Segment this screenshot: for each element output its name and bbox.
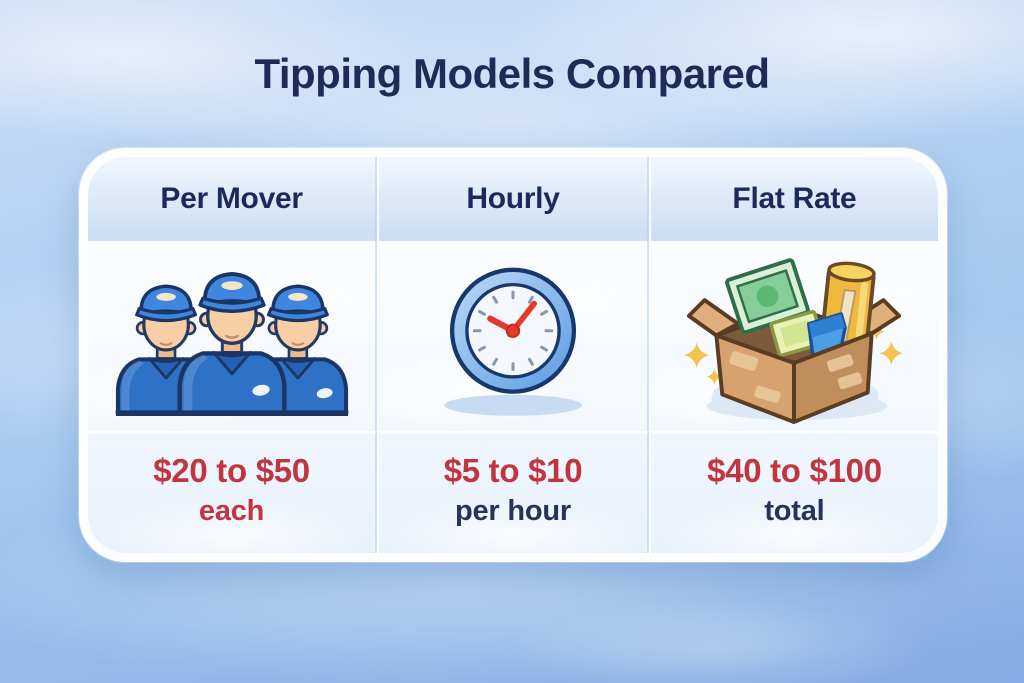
price-cell-flat-rate: $40 to $100 total (648, 431, 938, 553)
unit-hourly: per hour (454, 494, 571, 527)
price-cell-hourly: $5 to $10 per hour (377, 431, 649, 553)
amount-hourly: $5 to $10 (443, 452, 583, 490)
illustration-cell-flat-rate (648, 241, 938, 431)
illustration-cell-per-mover (88, 241, 378, 431)
clock-icon (444, 267, 582, 416)
page-title: Tipping Models Compared (254, 50, 770, 97)
unit-flat-rate: total (764, 494, 825, 527)
comparison-card: Per Mover Hourly Flat Rate (79, 148, 947, 562)
comparison-table: Per Mover Hourly Flat Rate (88, 157, 938, 553)
price-cell-per-mover: $20 to $50 each (88, 431, 378, 553)
amount-per-mover: $20 to $50 (153, 452, 310, 490)
amount-flat-rate: $40 to $100 (707, 452, 882, 490)
movers-icon (115, 256, 348, 416)
unit-per-mover: each (198, 494, 265, 527)
column-header-hourly: Hourly (377, 157, 649, 241)
column-header-per-mover: Per Mover (88, 157, 378, 241)
money-box-icon (684, 258, 904, 424)
illustration-cell-hourly (377, 241, 649, 431)
column-header-flat-rate: Flat Rate (648, 157, 938, 241)
